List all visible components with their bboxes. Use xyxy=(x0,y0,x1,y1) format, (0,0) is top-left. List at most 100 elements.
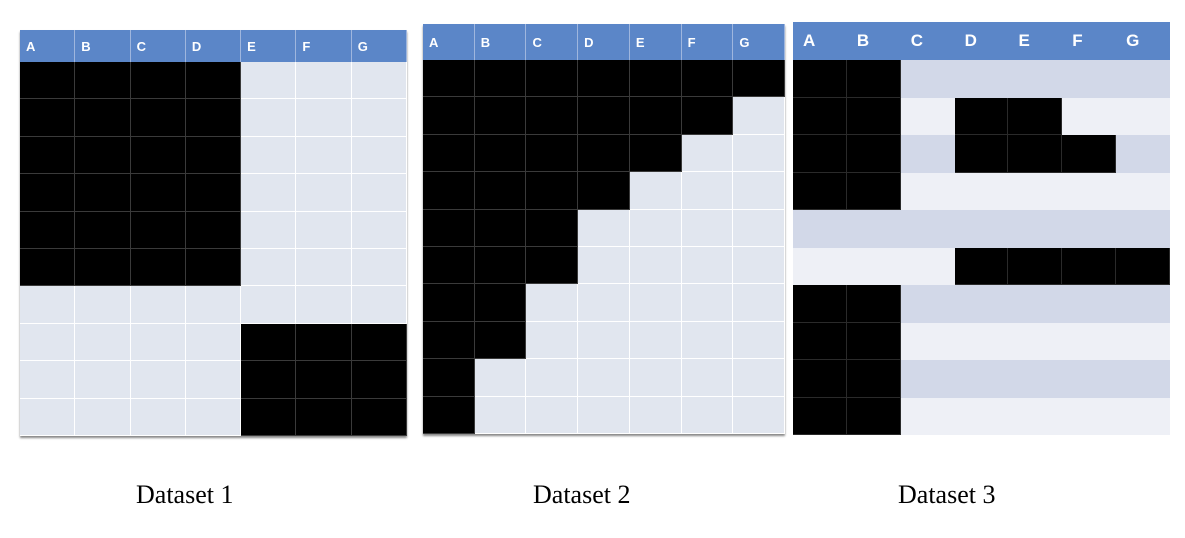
missing-cell xyxy=(793,135,847,173)
missing-cell xyxy=(241,361,297,399)
observed-cell xyxy=(954,60,1009,98)
observed-cell xyxy=(1116,210,1170,248)
observed-cell xyxy=(900,285,955,323)
observed-cell xyxy=(351,62,407,100)
observed-cell xyxy=(954,397,1009,435)
missing-cell xyxy=(130,211,186,249)
observed-cell xyxy=(241,62,297,100)
observed-cell xyxy=(629,247,682,285)
missing-cell xyxy=(793,97,847,135)
missing-cell xyxy=(474,321,527,360)
column-header-f: F xyxy=(682,24,734,60)
observed-cell xyxy=(296,136,352,175)
missing-cell xyxy=(75,136,131,175)
missing-cell xyxy=(578,172,630,210)
observed-cell xyxy=(629,172,682,210)
observed-cell xyxy=(578,359,630,397)
observed-cell xyxy=(793,247,847,285)
observed-cell xyxy=(900,60,955,98)
observed-cell xyxy=(296,286,352,324)
observed-cell xyxy=(241,286,297,324)
missing-cell xyxy=(1008,97,1063,135)
observed-cell xyxy=(1116,172,1170,210)
missing-cell xyxy=(793,60,847,98)
observed-cell xyxy=(1062,285,1117,323)
missing-cell xyxy=(296,323,352,362)
observed-cell xyxy=(1008,60,1063,98)
missing-pattern-matrix xyxy=(423,60,785,434)
observed-cell xyxy=(1062,60,1117,98)
observed-cell xyxy=(241,211,297,249)
missing-cell xyxy=(733,60,785,98)
dataset-2-caption: Dataset 2 xyxy=(533,480,631,509)
observed-cell xyxy=(578,209,630,247)
observed-cell xyxy=(1116,322,1170,360)
observed-cell xyxy=(474,396,527,434)
missing-cell xyxy=(846,322,901,360)
observed-cell xyxy=(1008,285,1063,323)
observed-cell xyxy=(1116,397,1170,435)
observed-cell xyxy=(900,247,955,285)
missing-cell xyxy=(296,361,352,399)
observed-cell xyxy=(241,136,297,175)
missing-cell xyxy=(1062,135,1117,173)
missing-cell xyxy=(681,60,734,98)
observed-cell xyxy=(793,210,847,248)
observed-cell xyxy=(733,284,785,322)
missing-cell xyxy=(526,247,579,285)
observed-cell xyxy=(733,396,785,434)
column-header-d: D xyxy=(186,30,242,62)
missing-cell xyxy=(1008,135,1063,173)
dataset-1-caption: Dataset 1 xyxy=(136,480,234,509)
missing-cell xyxy=(474,134,527,173)
observed-cell xyxy=(954,285,1009,323)
observed-cell xyxy=(1116,285,1170,323)
column-header-e: E xyxy=(630,24,682,60)
observed-cell xyxy=(681,134,734,173)
observed-cell xyxy=(578,247,630,285)
column-header-a: A xyxy=(803,31,816,50)
observed-cell xyxy=(351,286,407,324)
missing-cell xyxy=(185,62,242,100)
column-header-g: G xyxy=(352,30,407,62)
missing-cell xyxy=(20,174,76,212)
missing-cell xyxy=(578,60,630,98)
observed-cell xyxy=(1008,172,1063,210)
missing-cell xyxy=(681,97,734,135)
missing-cell xyxy=(793,360,847,398)
column-header-c: C xyxy=(526,24,579,60)
missing-cell xyxy=(351,398,407,436)
column-header-b: B xyxy=(856,31,870,50)
observed-cell xyxy=(20,286,76,324)
column-header-g: G xyxy=(733,24,785,60)
observed-cell xyxy=(1062,97,1117,135)
observed-cell xyxy=(75,361,131,399)
observed-cell xyxy=(351,211,407,249)
observed-cell xyxy=(75,286,131,324)
observed-cell xyxy=(130,361,186,399)
missing-cell xyxy=(130,99,186,137)
missing-cell xyxy=(846,360,901,398)
missing-cell xyxy=(130,62,186,100)
observed-cell xyxy=(629,284,682,322)
missing-cell xyxy=(423,321,475,360)
observed-cell xyxy=(681,247,734,285)
missing-cell xyxy=(75,211,131,249)
observed-cell xyxy=(629,209,682,247)
observed-cell xyxy=(900,397,955,435)
observed-cell xyxy=(296,211,352,249)
missing-cell xyxy=(846,97,901,135)
missing-cell xyxy=(130,136,186,175)
missing-cell xyxy=(75,99,131,137)
column-header-e: E xyxy=(1018,31,1030,50)
missing-cell xyxy=(954,247,1009,285)
missing-cell xyxy=(423,60,475,98)
missing-cell xyxy=(1008,247,1063,285)
missing-pattern-matrix xyxy=(20,62,407,436)
observed-cell xyxy=(185,323,242,362)
missing-cell xyxy=(474,60,527,98)
missing-cell xyxy=(185,211,242,249)
missing-cell xyxy=(526,97,579,135)
